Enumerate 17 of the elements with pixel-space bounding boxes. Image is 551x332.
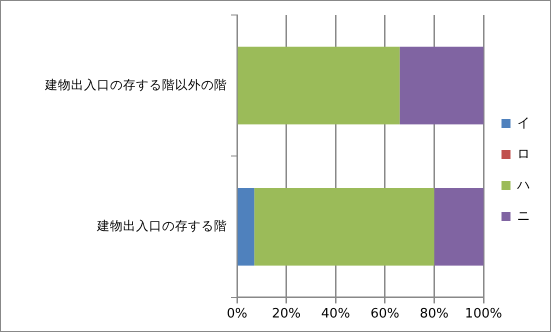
x-tick-label: 20% [272, 306, 301, 322]
bar [400, 46, 484, 124]
legend-label: イ [517, 116, 530, 131]
x-tick-label: 60% [370, 306, 400, 322]
y-tick-label: 建物出入口の存する階 [96, 218, 227, 234]
legend-label: ニ [517, 208, 530, 224]
legend-label: ロ [517, 146, 530, 162]
y-tick-label: 建物出入口の存する階以外の階 [44, 76, 227, 92]
bar [238, 46, 400, 124]
legend-label: ハ [516, 178, 530, 193]
x-tick-label: 0% [226, 306, 248, 322]
x-tick-label: 100% [464, 306, 502, 322]
bar [254, 188, 434, 266]
x-tick-label: 40% [321, 306, 350, 322]
bar [238, 188, 254, 266]
bar [434, 188, 484, 266]
x-tick-label: 80% [420, 306, 449, 322]
